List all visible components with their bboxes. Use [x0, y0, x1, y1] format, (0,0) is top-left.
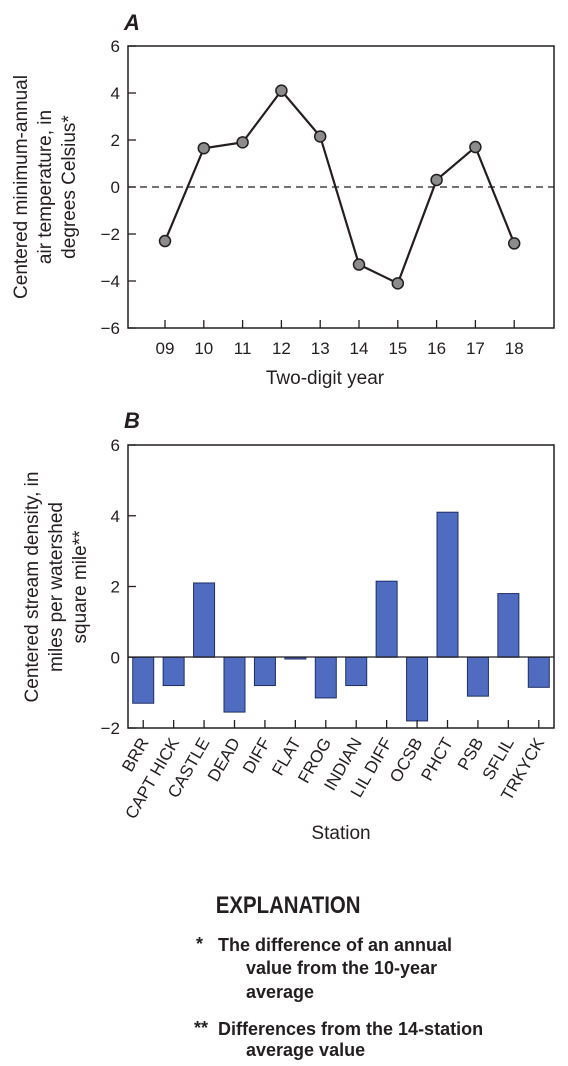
x-tick-label-a: 09 — [156, 339, 175, 358]
note-2-line-2: average value — [246, 1040, 366, 1060]
x-tick-label-a: 17 — [466, 339, 485, 358]
y-tick-label-b: 4 — [111, 507, 120, 526]
data-point — [352, 258, 366, 271]
bar — [162, 656, 185, 687]
explanation-title: EXPLANATION — [215, 892, 361, 919]
bar — [466, 656, 489, 697]
x-tick-label-b: PHCT — [417, 735, 457, 785]
note-1-line-3: average — [246, 982, 315, 1002]
note-2-mark: ** — [193, 1018, 208, 1038]
x-tick-label-a: 12 — [272, 339, 291, 358]
y-axis-label-b-line-2: miles per watershed — [46, 502, 67, 672]
data-point — [236, 136, 249, 149]
bar — [314, 656, 337, 699]
y-axis-label-a-line-1: Centered minimum-annual — [11, 75, 32, 299]
y-tick-label-b: 0 — [111, 648, 120, 667]
x-tick-label-a: 18 — [505, 339, 524, 358]
y-axis-label-a-line-2: air temperature, in — [35, 110, 56, 264]
data-point — [430, 173, 443, 187]
y-tick-label-a: 6 — [111, 37, 120, 56]
y-tick-label-a: 4 — [111, 84, 120, 103]
x-tick-label-a: 15 — [388, 339, 407, 358]
x-tick-label-a: 14 — [350, 339, 369, 358]
panel-label-a: A — [123, 10, 140, 35]
note-1-mark: * — [195, 934, 203, 954]
x-axis-label-b: Station — [311, 823, 370, 844]
y-axis-label-b-line-1: Centered stream density, in — [22, 472, 43, 703]
note-1-line-2: value from the 10-year — [246, 958, 438, 978]
data-point — [469, 140, 482, 154]
data-point — [391, 277, 405, 290]
bar — [345, 656, 368, 687]
bar — [497, 593, 520, 658]
data-point — [275, 84, 288, 97]
x-tick-label-a: 11 — [234, 339, 252, 358]
bar — [253, 656, 276, 687]
y-tick-label-b: 2 — [111, 578, 120, 597]
panel-label-b: B — [124, 408, 140, 433]
y-axis-label-b-line-3: square mile** — [70, 530, 91, 644]
x-tick-label-a: 10 — [194, 339, 213, 358]
note-1-line-1: The difference of an annual — [218, 935, 453, 955]
plot-area-b — [127, 444, 555, 729]
y-tick-label-b: 6 — [111, 436, 120, 455]
y-axis-label-a-line-3: degrees Celsius* — [59, 115, 80, 259]
y-tick-label-a: −2 — [101, 225, 120, 244]
x-axis-label-a: Two-digit year — [266, 368, 385, 389]
bar — [527, 656, 550, 688]
data-point — [313, 130, 327, 143]
data-point — [158, 234, 172, 248]
chart-a: A 6 4 2 0 −2 −4 −6 09 10 11 12 13 14 15 16 17 18 Center… — [11, 10, 555, 389]
x-tick-label-a: 16 — [427, 339, 446, 358]
data-point — [507, 237, 521, 250]
y-tick-label-b: −2 — [101, 719, 120, 738]
bar — [223, 656, 246, 713]
bar — [375, 580, 398, 658]
data-point — [197, 141, 211, 155]
y-tick-label-a: −6 — [101, 319, 120, 338]
bar — [193, 582, 216, 658]
y-tick-label-a: 2 — [111, 131, 120, 150]
bar — [406, 656, 429, 722]
x-tick-label-a: 13 — [311, 339, 330, 358]
bar — [132, 656, 155, 704]
y-tick-label-a: −4 — [101, 272, 120, 291]
data-line — [163, 88, 516, 285]
note-2-line-1: Differences from the 14-station — [218, 1019, 484, 1039]
bar — [436, 511, 459, 658]
y-tick-label-a: 0 — [111, 178, 120, 197]
